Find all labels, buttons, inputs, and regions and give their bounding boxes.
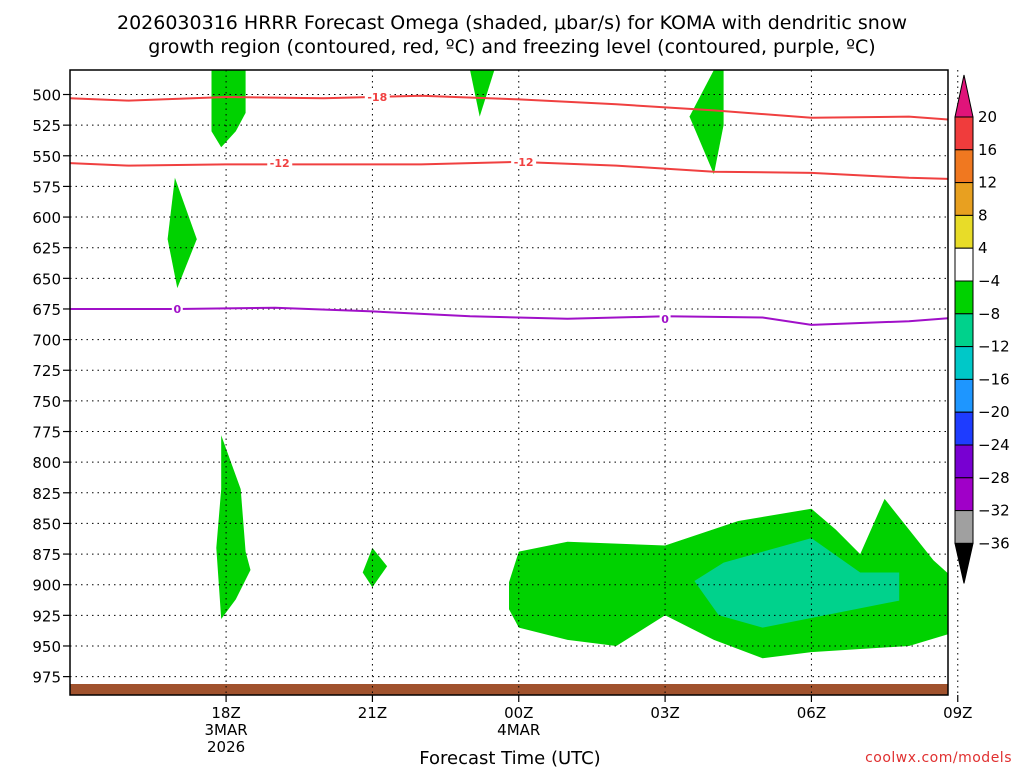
chart-title-line2: growth region (contoured, red, ºC) and f… (148, 36, 875, 58)
x-tick-label-0-1: 3MAR (205, 721, 248, 739)
contour-line-0 (70, 94, 948, 121)
colorbar-swatch-0 (954, 116, 974, 151)
colorbar-tick-1: 16 (978, 141, 997, 159)
contour-line-2 (70, 306, 948, 326)
omega-region-0 (211, 70, 246, 148)
colorbar-swatch-9 (954, 411, 974, 446)
terrain-surface (70, 684, 948, 695)
colorbar-top-arrow (954, 74, 974, 118)
contour-label-1-1: -12 (514, 156, 534, 169)
colorbar-swatch-3 (954, 214, 974, 249)
contour-label-0-0: -18 (367, 91, 387, 104)
y-tick-label-825: 825 (32, 485, 61, 503)
y-axis: 500 525 550 575 600 625 650 675 700 725 750 775 800 8… (32, 87, 70, 687)
colorbar-bottom-arrow (954, 542, 974, 584)
contour-label-bg-1-0 (267, 156, 293, 170)
y-tick-label-625: 625 (32, 240, 61, 258)
colorbar-swatch-12 (954, 510, 974, 544)
colorbar-tick-4: 4 (978, 239, 988, 257)
colorbar-tick-11: −28 (978, 469, 1010, 487)
x-tick-label-6-0: 00Z (504, 704, 533, 722)
y-tick-label-875: 875 (32, 546, 61, 564)
y-tick-label-800: 800 (32, 454, 61, 472)
y-tick-label-700: 700 (32, 332, 61, 350)
y-tick-label-775: 775 (32, 424, 61, 442)
omega-region-2 (689, 70, 724, 175)
x-tick-label-12-0: 06Z (797, 704, 826, 722)
x-tick-label-9-0: 03Z (650, 704, 679, 722)
x-tick-label-6-1: 4MAR (497, 721, 540, 739)
y-tick-label-600: 600 (32, 209, 61, 227)
colorbar-tick-10: −24 (978, 436, 1010, 454)
y-tick-label-750: 750 (32, 393, 61, 411)
colorbar-tick-5: −4 (978, 272, 1000, 290)
y-tick-label-850: 850 (32, 515, 61, 533)
colorbar-tick-0: 20 (978, 108, 997, 126)
contour-lines-layer (70, 94, 948, 326)
site-credit: coolwx.com/models (865, 750, 1012, 766)
y-tick-label-925: 925 (32, 607, 61, 625)
x-tick-label-0-0: 18Z (211, 704, 240, 722)
y-tick-label-525: 525 (32, 117, 61, 135)
grid-lines (70, 70, 959, 695)
x-tick-label-15-0: 09Z (943, 704, 972, 722)
x-tick-label-3-0: 21Z (358, 704, 387, 722)
y-tick-label-500: 500 (32, 87, 61, 105)
contour-label-bg-1-1 (511, 154, 537, 168)
colorbar-swatch-6 (954, 313, 974, 348)
colorbar-swatch-10 (954, 444, 974, 479)
colorbar-swatch-4 (954, 247, 974, 282)
colorbar-tick-9: −20 (978, 403, 1010, 421)
colorbar-tick-12: −32 (978, 502, 1010, 520)
colorbar-swatch-5 (954, 280, 974, 315)
y-tick-label-575: 575 (32, 178, 61, 196)
contour-label-1-0: -12 (270, 157, 290, 170)
colorbar-tick-3: 8 (978, 206, 988, 224)
y-tick-label-675: 675 (32, 301, 61, 319)
omega-region-8 (694, 538, 900, 628)
y-tick-label-650: 650 (32, 270, 61, 288)
y-tick-label-550: 550 (32, 148, 61, 166)
y-tick-label-950: 950 (32, 638, 61, 656)
colorbar-tick-7: −12 (978, 338, 1010, 356)
y-tick-label-900: 900 (32, 577, 61, 595)
contour-label-bg-2-0 (171, 301, 183, 315)
contour-label-2-0: 0 (173, 303, 181, 316)
colorbar-swatch-7 (954, 346, 974, 380)
colorbar-swatch-1 (954, 149, 974, 184)
colorbar-tick-13: −36 (978, 534, 1010, 552)
y-tick-label-725: 725 (32, 362, 61, 380)
omega-region-1 (470, 70, 495, 117)
contour-line-1 (70, 160, 948, 180)
colorbar: 20 16 12 8 4 −4 −8 −12 −16 −20 −24 −28 −32 −36 (954, 74, 1010, 584)
colorbar-tick-6: −8 (978, 305, 1000, 323)
contour-label-2-1: 0 (661, 313, 669, 326)
x-tick-label-0-2: 2026 (207, 738, 245, 756)
contour-labels-layer: -18 -12 -12 0 0 (171, 89, 671, 326)
chart-title-line1: 2026030316 HRRR Forecast Omega (shaded, … (117, 12, 907, 34)
contour-label-bg-0-0 (364, 89, 390, 103)
x-axis-label: Forecast Time (UTC) (419, 748, 600, 768)
colorbar-swatch-2 (954, 182, 974, 216)
y-tick-label-975: 975 (32, 669, 61, 687)
colorbar-tick-2: 12 (978, 174, 997, 192)
omega-region-5 (216, 435, 251, 619)
contour-label-bg-2-1 (659, 311, 671, 325)
omega-region-3 (167, 177, 197, 289)
omega-shading-layer (167, 70, 948, 659)
colorbar-tick-8: −16 (978, 370, 1010, 388)
plot-frame (69, 69, 949, 696)
omega-region-6 (362, 547, 388, 588)
colorbar-swatch-8 (954, 378, 974, 413)
colorbar-swatch-11 (954, 477, 974, 512)
